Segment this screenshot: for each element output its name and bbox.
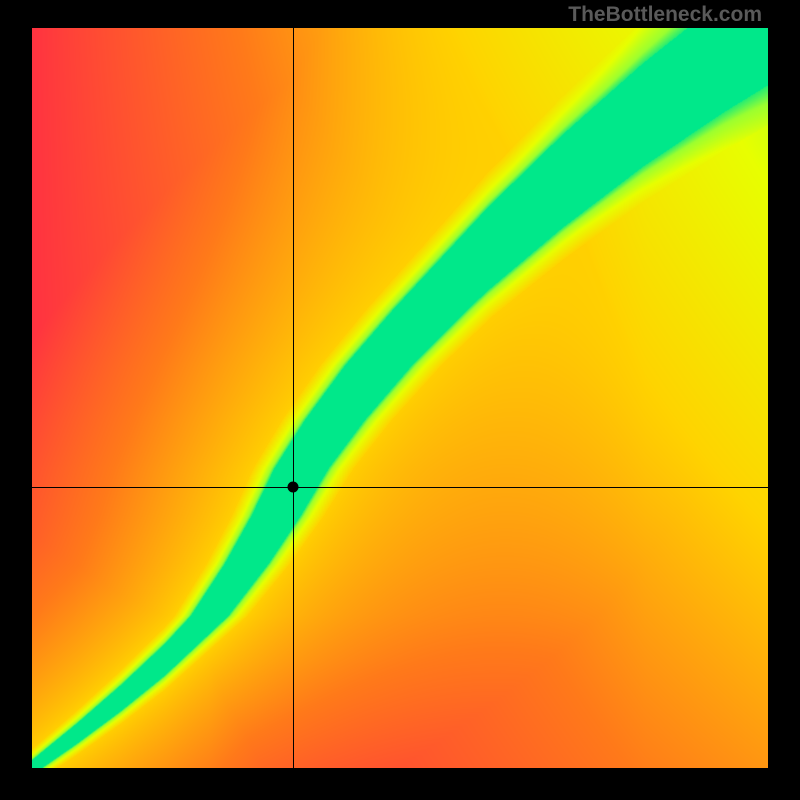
plot-area [32,28,768,768]
heatmap-canvas [32,28,768,768]
plot-container [0,28,800,800]
watermark-text: TheBottleneck.com [0,0,800,28]
